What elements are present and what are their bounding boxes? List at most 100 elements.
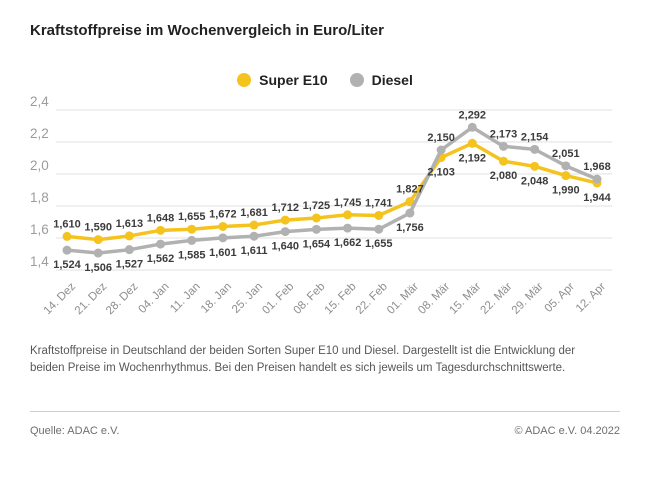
data-point-diesel xyxy=(218,233,228,243)
data-point-super-e10 xyxy=(218,221,228,231)
data-label: 1,611 xyxy=(241,245,268,257)
data-label: 1,827 xyxy=(396,184,424,196)
x-axis-tick-label: 15. Mär xyxy=(447,281,483,317)
data-point-super-e10 xyxy=(530,161,540,171)
data-label: 1,712 xyxy=(271,202,299,214)
chart-title: Kraftstoffpreise im Wochenvergleich in E… xyxy=(30,22,384,39)
data-point-super-e10 xyxy=(249,220,259,230)
data-label: 1,944 xyxy=(583,192,611,204)
legend-label-super-e10: Super E10 xyxy=(259,72,328,88)
data-label: 2,080 xyxy=(490,170,518,182)
data-label: 1,968 xyxy=(583,161,611,173)
data-point-super-e10 xyxy=(467,138,477,148)
data-point-diesel xyxy=(311,224,321,234)
data-label: 1,562 xyxy=(147,253,175,265)
data-label: 2,173 xyxy=(490,128,518,140)
x-axis-tick-label: 05. Apr xyxy=(543,281,577,315)
x-axis-tick-label: 11. Jan xyxy=(168,281,203,316)
data-label: 1,756 xyxy=(396,222,424,234)
super-e10-dot-icon xyxy=(237,73,252,87)
data-label: 1,610 xyxy=(53,218,81,230)
data-point-diesel xyxy=(374,224,384,234)
data-point-super-e10 xyxy=(498,156,508,166)
data-point-diesel xyxy=(530,144,540,154)
y-axis-tick-label: 2,0 xyxy=(30,158,49,173)
y-axis-tick-label: 1,6 xyxy=(30,222,49,237)
x-axis-tick-label: 25. Jan xyxy=(230,281,265,316)
data-point-super-e10 xyxy=(374,210,384,220)
legend-item-diesel: Diesel xyxy=(349,72,413,88)
series-line-super-e10 xyxy=(65,141,599,242)
data-label: 1,601 xyxy=(209,247,237,259)
legend-item-super-e10: Super E10 xyxy=(237,72,328,88)
data-point-diesel xyxy=(187,235,197,245)
data-label: 1,672 xyxy=(209,208,237,220)
data-label: 1,524 xyxy=(53,259,81,271)
data-label: 2,048 xyxy=(521,175,549,187)
data-label: 1,640 xyxy=(271,241,299,253)
data-label: 1,681 xyxy=(240,207,268,219)
data-label: 2,192 xyxy=(459,152,487,164)
data-point-super-e10 xyxy=(280,215,290,225)
data-point-diesel xyxy=(436,145,446,155)
y-axis-tick-label: 2,4 xyxy=(30,95,49,109)
data-point-diesel xyxy=(561,161,571,171)
data-point-super-e10 xyxy=(187,224,197,234)
data-point-diesel xyxy=(156,239,166,249)
data-point-super-e10 xyxy=(561,171,571,181)
x-axis-tick-label: 01. Feb xyxy=(260,281,296,317)
data-label: 1,590 xyxy=(84,222,112,234)
data-label: 1,527 xyxy=(116,259,144,271)
y-axis-tick-label: 1,8 xyxy=(30,190,49,205)
x-axis-tick-label: 15. Feb xyxy=(323,281,359,317)
x-axis-tick-label: 08. Feb xyxy=(291,281,327,317)
data-point-diesel xyxy=(249,231,259,241)
diesel-dot-icon xyxy=(349,73,364,87)
data-label: 2,154 xyxy=(521,131,549,143)
series-line-diesel xyxy=(65,125,599,255)
data-point-super-e10 xyxy=(311,213,321,223)
line-chart: 2,4 2,2 2,0 1,8 1,6 1,4 14. Dez 21. Dez 28. Dez 0… xyxy=(0,94,650,335)
source-label: Quelle: ADAC e.V. xyxy=(30,425,120,437)
data-label: 2,103 xyxy=(427,167,455,179)
y-axis-tick-label: 1,4 xyxy=(30,254,49,269)
data-label: 1,990 xyxy=(552,185,580,197)
data-label: 1,725 xyxy=(303,200,331,212)
data-point-diesel xyxy=(124,245,134,255)
data-label: 1,506 xyxy=(84,262,112,274)
data-point-super-e10 xyxy=(93,235,103,245)
x-axis-tick-label: 08. Mär xyxy=(416,281,452,317)
data-label: 1,654 xyxy=(303,238,331,250)
data-point-diesel xyxy=(467,122,477,132)
data-point-super-e10 xyxy=(405,197,415,207)
data-point-super-e10 xyxy=(124,231,134,241)
copyright-label: © ADAC e.V. 04.2022 xyxy=(514,425,620,437)
data-point-diesel xyxy=(62,245,72,255)
data-label: 1,655 xyxy=(365,238,393,250)
y-axis-tick-label: 2,2 xyxy=(30,126,49,141)
data-label: 1,741 xyxy=(365,197,393,209)
x-axis-tick-label: 22. Feb xyxy=(354,281,390,317)
footer-divider xyxy=(30,411,620,412)
data-label: 2,150 xyxy=(427,132,455,144)
x-axis-tick-label: 04. Jan xyxy=(136,281,171,316)
data-label: 1,662 xyxy=(334,237,362,249)
data-label: 1,613 xyxy=(116,218,144,230)
data-point-diesel xyxy=(592,174,602,184)
data-label: 1,655 xyxy=(178,211,206,223)
data-point-diesel xyxy=(93,248,103,258)
x-axis-tick-label: 01. Mär xyxy=(385,281,421,317)
x-axis-tick-label: 22. Mär xyxy=(479,281,515,317)
data-label: 2,051 xyxy=(552,148,580,160)
data-point-super-e10 xyxy=(156,225,166,235)
x-axis-tick-label: 29. Mär xyxy=(510,281,546,317)
data-point-super-e10 xyxy=(343,210,353,220)
data-label: 2,292 xyxy=(459,109,487,121)
data-label: 1,585 xyxy=(178,249,206,261)
x-axis-tick-label: 14. Dez xyxy=(42,280,79,317)
data-point-diesel xyxy=(280,227,290,237)
data-label: 1,745 xyxy=(334,197,362,209)
x-axis-tick-label: 12. Apr xyxy=(574,281,608,315)
x-axis-tick-label: 21. Dez xyxy=(73,280,110,317)
